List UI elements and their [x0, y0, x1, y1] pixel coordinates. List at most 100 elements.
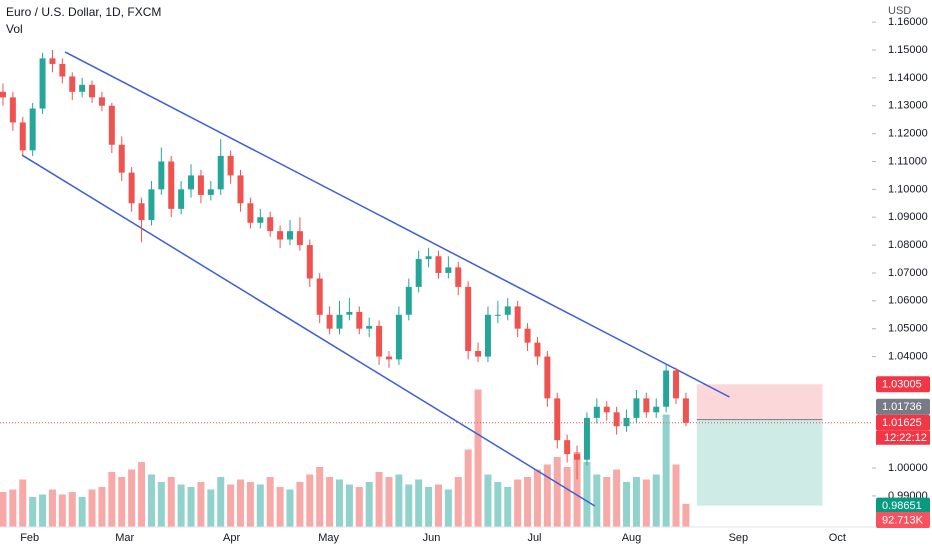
volume-bar — [128, 469, 136, 527]
volume-bar — [138, 462, 146, 527]
candle-body — [178, 189, 185, 209]
volume-bar — [316, 467, 324, 527]
y-tick-label: 1.13000 — [888, 100, 928, 112]
volume-bar — [434, 484, 442, 527]
y-tick-label: 1.16000 — [888, 16, 928, 28]
candle-body — [168, 161, 175, 209]
volume-bar — [58, 494, 66, 527]
candle-body — [217, 155, 224, 190]
y-tick-label: 1.04000 — [888, 350, 928, 362]
volume-bar — [613, 469, 621, 527]
candle-body — [98, 97, 105, 106]
x-tick-label: Jun — [423, 532, 441, 544]
candle-body — [118, 144, 125, 173]
volume-bar — [39, 494, 47, 527]
y-tick-label: 1.14000 — [888, 72, 928, 84]
candle-body — [336, 314, 343, 329]
candle-body — [465, 286, 472, 351]
candle-body — [455, 267, 462, 287]
candle-body — [554, 398, 561, 441]
candle-body — [475, 350, 482, 357]
volume-bar — [217, 477, 225, 527]
y-tick-label: 1.10000 — [888, 183, 928, 195]
volume-bar — [306, 474, 314, 527]
trendline — [64, 51, 730, 398]
candle-body — [376, 325, 383, 357]
volume-bar — [197, 482, 205, 527]
candle-body — [257, 217, 264, 223]
candle-body — [227, 155, 234, 176]
volume-bar — [266, 477, 274, 527]
volume-bar — [365, 482, 373, 527]
volume-bar — [573, 452, 581, 527]
x-tick-label: Apr — [223, 532, 240, 544]
candle-body — [405, 286, 412, 315]
candle-body — [425, 256, 432, 260]
volume-bar — [286, 489, 294, 527]
candle-body — [673, 370, 680, 399]
volume-bar — [623, 482, 631, 527]
entry-tag: 1.01736 — [882, 401, 922, 413]
volume-bar — [415, 479, 423, 527]
candle-body — [623, 417, 630, 427]
volume-bar — [227, 484, 235, 527]
volume-bar — [68, 492, 76, 527]
volume-bar — [9, 489, 17, 527]
candle-body — [356, 311, 363, 329]
volume-bar — [543, 464, 551, 527]
volume-bar — [524, 477, 532, 527]
target-tag-bg — [876, 497, 930, 514]
candle-body — [385, 356, 392, 360]
target-zone — [696, 419, 823, 506]
volume-bar — [335, 479, 343, 527]
volume-bar — [19, 479, 27, 527]
volume-bar — [375, 472, 383, 527]
candle-body — [277, 231, 284, 240]
volume-bar — [147, 474, 155, 527]
candle-body — [534, 342, 541, 357]
candle-body — [564, 440, 571, 455]
volume-bar — [464, 449, 472, 527]
volume-bar — [682, 503, 690, 527]
volume-tag-bg — [876, 512, 930, 528]
volume-bar — [444, 489, 452, 527]
candle-body — [484, 314, 491, 357]
y-tick-label: 1.07000 — [888, 267, 928, 279]
candle-body — [643, 398, 650, 413]
volume-bar — [0, 492, 7, 527]
volume-bar — [167, 477, 175, 527]
target-tag: 0.98651 — [882, 500, 922, 512]
volume-bar — [88, 489, 96, 527]
volume-bar — [157, 482, 165, 527]
candle-body — [574, 454, 581, 460]
volume-bar — [662, 414, 670, 527]
candle-body — [395, 314, 402, 360]
volume-bar — [454, 477, 462, 527]
volume-bar — [108, 472, 116, 527]
candle-body — [653, 406, 660, 413]
volume-bar — [78, 497, 86, 527]
volume-bar — [474, 389, 482, 527]
candle-body — [583, 417, 590, 460]
x-tick-label: Mar — [115, 532, 134, 544]
candle-body — [306, 245, 313, 279]
volume-bar — [563, 467, 571, 527]
volume-bar — [533, 469, 541, 527]
last-price-tag-bg — [876, 414, 930, 431]
volume-bar — [603, 477, 611, 527]
candle-body — [544, 356, 551, 399]
candle-body — [524, 328, 531, 343]
volume-bar — [484, 474, 492, 527]
candle-body — [613, 412, 620, 427]
volume-bar — [593, 474, 601, 527]
volume-bar — [118, 477, 126, 527]
candle-body — [504, 306, 511, 315]
volume-bar — [652, 474, 660, 527]
candle-body — [633, 398, 640, 418]
volume-bar — [98, 487, 106, 527]
candle-body — [326, 314, 333, 329]
volume-bar — [425, 487, 433, 527]
candle-body — [39, 58, 46, 109]
